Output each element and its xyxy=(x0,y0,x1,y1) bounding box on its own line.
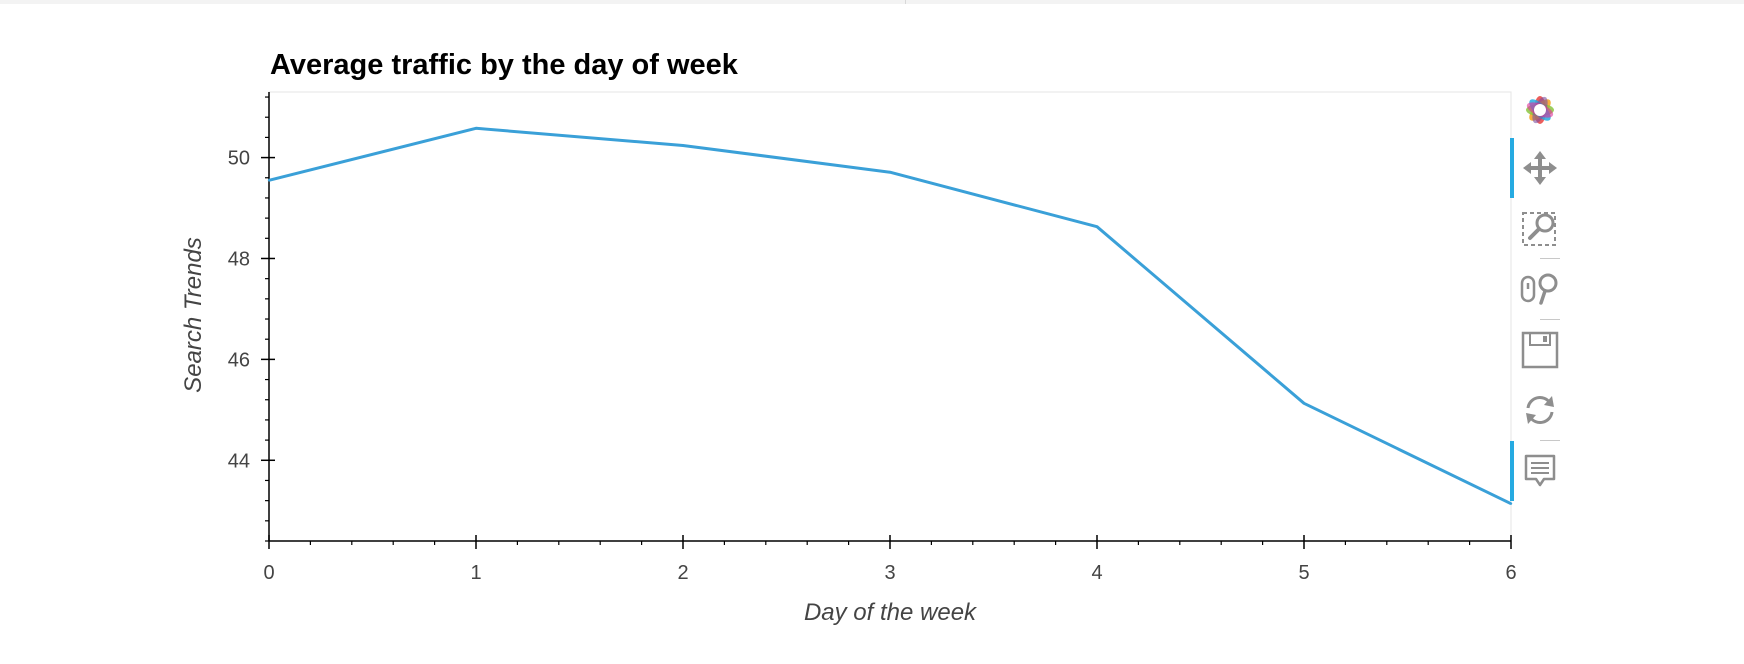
x-tick-label: 2 xyxy=(677,562,688,584)
data-point xyxy=(1509,502,1513,505)
box-zoom-icon xyxy=(1522,212,1556,246)
data-point xyxy=(1095,225,1099,228)
reset-icon xyxy=(1526,396,1554,424)
series-layer xyxy=(267,126,1513,506)
data-point xyxy=(1302,402,1306,405)
y-axis-label: Search Trends xyxy=(180,237,207,393)
toolbar-separator xyxy=(1540,440,1560,441)
y-tick-label: 48 xyxy=(228,248,250,270)
pan-tool-button[interactable] xyxy=(1510,138,1570,198)
x-tick-label: 5 xyxy=(1298,562,1309,584)
wheel-zoom-tool-button[interactable] xyxy=(1510,259,1570,319)
data-point xyxy=(474,127,478,130)
pan-icon xyxy=(1523,151,1557,185)
hover-tool-button[interactable] xyxy=(1510,441,1570,501)
data-point xyxy=(267,179,271,182)
x-tick-label: 1 xyxy=(470,562,481,584)
reset-tool-button[interactable] xyxy=(1510,380,1570,440)
toolbar-separator xyxy=(1540,319,1560,320)
x-tick-label: 0 xyxy=(263,562,274,584)
save-icon xyxy=(1521,331,1559,369)
save-tool-button[interactable] xyxy=(1510,320,1570,380)
toolbar-separator xyxy=(1540,258,1560,259)
data-point xyxy=(681,144,685,147)
y-tick-label: 46 xyxy=(228,349,250,371)
hover-icon xyxy=(1524,454,1556,487)
x-tick-label: 3 xyxy=(884,562,895,584)
x-axis: 0 1 2 3 4 5 6 xyxy=(263,535,1517,584)
bokeh-logo-icon[interactable] xyxy=(1510,88,1570,132)
y-tick-label: 50 xyxy=(228,148,250,170)
box-zoom-tool-button[interactable] xyxy=(1510,198,1570,258)
chart-toolbar xyxy=(1510,88,1570,501)
x-tick-label: 4 xyxy=(1091,562,1102,584)
top-strip-divider xyxy=(905,0,906,4)
notebook-top-strip xyxy=(0,0,1744,4)
plot-area[interactable] xyxy=(268,91,1512,542)
data-point xyxy=(888,171,892,174)
y-axis: 44 46 48 50 xyxy=(228,92,275,542)
x-axis-label: Day of the week xyxy=(804,599,978,626)
y-tick-label: 44 xyxy=(228,450,250,472)
wheel-zoom-icon xyxy=(1520,273,1558,305)
x-tick-label: 6 xyxy=(1505,562,1516,584)
chart-title: Average traffic by the day of week xyxy=(270,49,739,81)
